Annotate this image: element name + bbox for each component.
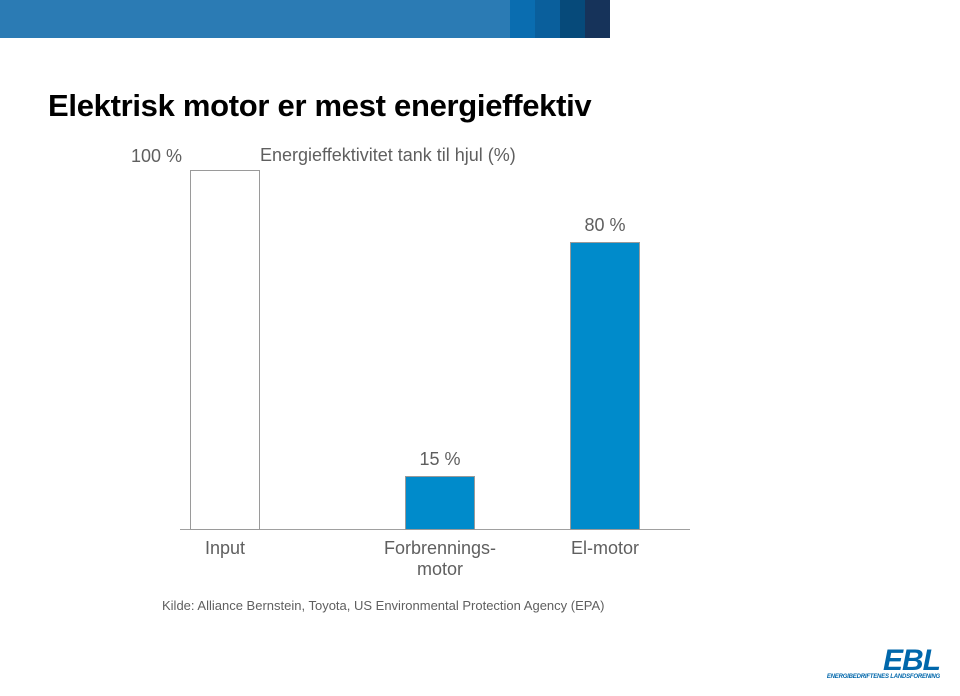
bar-value-label: 15 % <box>419 449 460 470</box>
bar-x-label: Input <box>205 538 245 559</box>
bar-fill <box>405 476 475 530</box>
banner-segment <box>0 0 510 38</box>
source-attribution: Kilde: Alliance Bernstein, Toyota, US En… <box>162 598 604 613</box>
ebl-logo: EBL ENERGIBEDRIFTENES LANDSFORENING <box>827 647 940 680</box>
bar-value-label: 100 % <box>131 146 182 167</box>
page-title: Elektrisk motor er mest energieffektiv <box>48 88 591 124</box>
bar-combustion: 15 %Forbrennings-motor <box>405 476 475 530</box>
bar-x-label: El-motor <box>571 538 639 559</box>
bar-x-label: Forbrennings-motor <box>384 538 496 580</box>
banner-segment <box>560 0 585 38</box>
chart-subtitle: Energieffektivitet tank til hjul (%) <box>260 145 516 166</box>
bar-el-motor: 80 %El-motor <box>570 242 640 530</box>
banner-segment <box>585 0 610 38</box>
bar-fill <box>190 170 260 530</box>
bar-value-label: 80 % <box>584 215 625 236</box>
logo-sub-text: ENERGIBEDRIFTENES LANDSFORENING <box>827 674 940 680</box>
banner-segment <box>510 0 535 38</box>
header-banner <box>0 0 610 38</box>
banner-segment <box>535 0 560 38</box>
bar-fill <box>570 242 640 530</box>
bar-input: 100 %Input <box>190 170 260 530</box>
logo-main-text: EBL <box>827 647 940 674</box>
bar-chart: 100 %Input15 %Forbrennings-motor80 %El-m… <box>180 170 690 560</box>
chart-plot-area: 100 %Input 15 %Forbrennings-motor 80 %El-m… <box>180 170 690 530</box>
